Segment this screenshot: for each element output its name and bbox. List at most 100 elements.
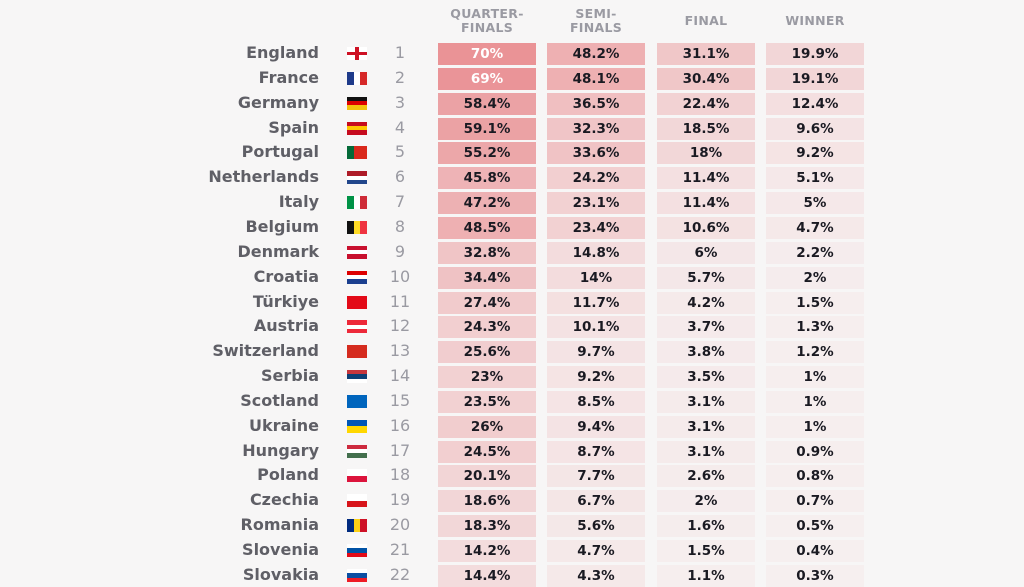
probability-cell: 47.2%: [438, 192, 536, 215]
flag-icon: [347, 47, 367, 60]
rank: 14: [389, 366, 411, 386]
probability-cell: 27.4%: [438, 291, 536, 314]
probability-cell: 3.5%: [657, 366, 755, 389]
probability-cell: 8.5%: [547, 390, 645, 413]
probability-cell: 5.1%: [766, 167, 864, 190]
flag-icon: [347, 444, 367, 458]
country-name: Poland: [257, 465, 319, 485]
probability-cell: 1.6%: [657, 515, 755, 538]
probability-cell: 11.4%: [657, 192, 755, 215]
rank: 6: [394, 167, 406, 187]
probability-cell: 24.5%: [438, 440, 536, 463]
probability-cell: 9.2%: [766, 142, 864, 165]
probability-cell: 48.2%: [547, 43, 645, 65]
flag-icon: [347, 419, 367, 433]
probability-cell: 55.2%: [438, 142, 536, 165]
probability-cell: 12.4%: [766, 92, 864, 115]
probability-cell: 9.7%: [547, 341, 645, 364]
flag-icon: [347, 220, 367, 234]
rank: 3: [394, 92, 406, 112]
country-name: Croatia: [253, 266, 319, 286]
rank: 4: [394, 117, 406, 137]
probability-cell: 48.1%: [547, 67, 645, 90]
probability-cell: 6%: [657, 241, 755, 264]
flag-icon: [347, 171, 367, 185]
probability-cell: 11.4%: [657, 167, 755, 190]
probability-cell: 26%: [438, 415, 536, 438]
flag-icon: [347, 295, 367, 309]
rank: 19: [389, 490, 411, 510]
probability-cell: 4.7%: [766, 216, 864, 239]
probability-cell: 1%: [766, 415, 864, 438]
country-name: Romania: [240, 515, 319, 535]
probability-cell: 70%: [438, 43, 536, 65]
probability-cell: 3.1%: [657, 440, 755, 463]
probability-cell: 25.6%: [438, 341, 536, 364]
rank: 5: [394, 142, 406, 162]
probability-cell: 34.4%: [438, 266, 536, 289]
probability-cell: 10.6%: [657, 216, 755, 239]
probability-cell: 7.7%: [547, 465, 645, 488]
rank: 10: [389, 266, 411, 286]
country-name: Denmark: [237, 241, 319, 261]
probability-cell: 24.3%: [438, 316, 536, 339]
probability-cell: 1%: [766, 366, 864, 389]
probability-cell: 3.1%: [657, 415, 755, 438]
probability-cell: 8.7%: [547, 440, 645, 463]
country-name: Ukraine: [248, 415, 319, 435]
flag-icon: [347, 71, 367, 85]
probability-cell: 23.4%: [547, 216, 645, 239]
flag-icon: [347, 568, 367, 582]
probability-cell: 9.6%: [766, 117, 864, 140]
country-name: Portugal: [241, 142, 319, 162]
flag-icon: [347, 519, 367, 533]
probability-cell: 32.8%: [438, 241, 536, 264]
country-name: Italy: [278, 192, 319, 212]
probability-cell: 59.1%: [438, 117, 536, 140]
probability-cell: 30.4%: [657, 67, 755, 90]
probability-cell: 1.5%: [766, 291, 864, 314]
probability-cell: 0.8%: [766, 465, 864, 488]
probability-cell: 1.5%: [657, 540, 755, 562]
probability-cell: 19.9%: [766, 43, 864, 65]
column-header: SEMI-FINALS: [547, 7, 645, 35]
probability-cell: 6.7%: [547, 490, 645, 513]
probability-cell: 0.4%: [766, 540, 864, 562]
probability-cell: 14%: [547, 266, 645, 289]
probability-cell: 23%: [438, 366, 536, 389]
probability-cell: 14.8%: [547, 241, 645, 264]
rank: 12: [389, 316, 411, 336]
probability-cell: 45.8%: [438, 167, 536, 190]
probability-cell: 19.1%: [766, 67, 864, 90]
rank: 13: [389, 341, 411, 361]
column-header: WINNER: [766, 14, 864, 28]
probability-cell: 4.2%: [657, 291, 755, 314]
probability-cell: 23.1%: [547, 192, 645, 215]
probability-cell: 11.7%: [547, 291, 645, 314]
country-name: Czechia: [249, 490, 319, 510]
probability-cell: 3.8%: [657, 341, 755, 364]
country-name: Scotland: [240, 390, 319, 410]
probability-cell: 10.1%: [547, 316, 645, 339]
probability-cell: 24.2%: [547, 167, 645, 190]
flag-icon: [347, 121, 367, 135]
flag-icon: [347, 245, 367, 259]
probability-cell: 2%: [766, 266, 864, 289]
flag-icon: [347, 320, 367, 334]
country-name: Austria: [253, 316, 319, 336]
probability-cell: 3.7%: [657, 316, 755, 339]
probability-cell: 5%: [766, 192, 864, 215]
country-name: France: [258, 67, 319, 87]
probability-cell: 18%: [657, 142, 755, 165]
flag-icon: [347, 394, 367, 408]
probability-cell: 48.5%: [438, 216, 536, 239]
rank: 20: [389, 515, 411, 535]
probability-cell: 0.5%: [766, 515, 864, 538]
rank: 17: [389, 440, 411, 460]
column-header-text: WINNER: [785, 13, 845, 28]
probability-cell: 2.2%: [766, 241, 864, 264]
probability-cell: 9.2%: [547, 366, 645, 389]
probability-cell: 2.6%: [657, 465, 755, 488]
rank: 9: [394, 241, 406, 261]
country-name: Serbia: [261, 366, 319, 386]
